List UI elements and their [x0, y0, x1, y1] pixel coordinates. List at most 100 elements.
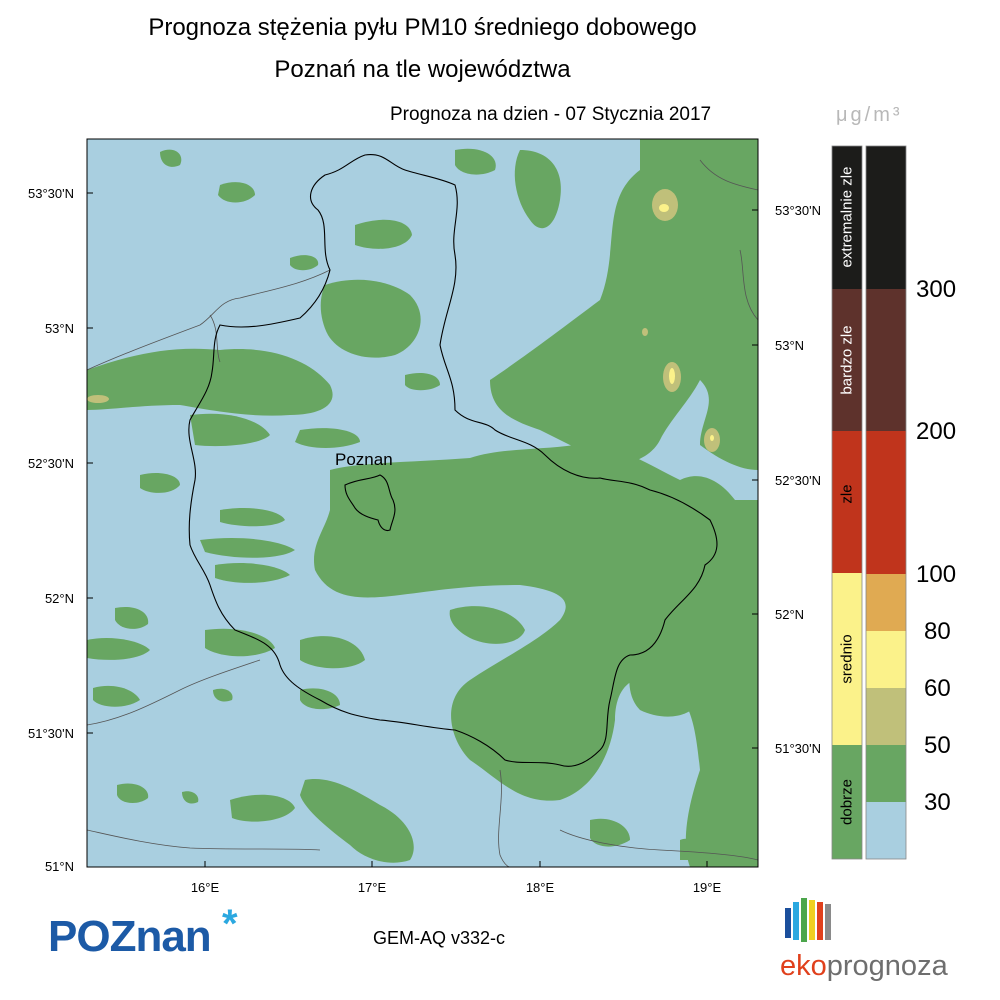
lat-label: 53°30'N — [28, 186, 74, 201]
eko-text: eko — [780, 950, 827, 982]
area-good — [200, 538, 295, 558]
area-good — [514, 150, 561, 229]
area-good — [629, 668, 700, 717]
lat-label: 53°N — [775, 338, 805, 353]
legend-cat-extremalnie-zle — [832, 146, 862, 289]
legend-cat-label: extremalnie zle — [838, 166, 856, 268]
area-good — [215, 563, 290, 583]
area-good — [182, 791, 199, 804]
legend-bin-0-30 — [866, 802, 906, 859]
ekoprognoza-logo-icon — [785, 898, 831, 942]
area-good — [300, 779, 414, 863]
lon-label: 16°E — [190, 880, 220, 895]
map-title: Prognoza stężenia pyłu PM10 średniego do… — [148, 14, 697, 41]
lat-label: 53°N — [44, 321, 74, 336]
legend-cat-label: zle — [838, 484, 856, 504]
legend-bin-100-200 — [866, 431, 906, 574]
lat-label: 52°30'N — [28, 456, 74, 471]
lat-label: 53°30'N — [775, 203, 821, 218]
area-medium-low — [642, 328, 648, 336]
area-good — [140, 473, 180, 493]
area-good — [87, 638, 150, 660]
area-medium — [659, 204, 669, 212]
legend-unit: μg/m³ — [836, 104, 903, 126]
legend-threshold: 300 — [916, 276, 957, 303]
legend-bins-bar — [865, 145, 907, 860]
voivodeship-border — [188, 154, 718, 767]
area-medium-low — [87, 395, 109, 403]
model-version: GEM-AQ v332-c — [373, 928, 506, 948]
legend-threshold: 200 — [916, 418, 957, 445]
area-good — [449, 606, 525, 644]
legend-bin-80-100 — [866, 574, 906, 631]
legend-threshold: 100 — [916, 561, 957, 588]
area-good — [355, 219, 412, 249]
area-good — [93, 685, 140, 707]
prognoza-text: prognoza — [826, 950, 948, 982]
area-good — [218, 182, 255, 203]
poznan-logo-star-icon: * — [222, 902, 238, 946]
lat-label: 52°N — [775, 607, 805, 622]
lon-label: 18°E — [525, 880, 555, 895]
area-good — [190, 413, 270, 447]
area-good — [230, 794, 295, 822]
legend-cat-srednio — [832, 573, 862, 745]
area-good — [117, 783, 149, 804]
legend-bin-30-50 — [866, 745, 906, 802]
lon-label: 17°E — [357, 880, 387, 895]
region-borders — [87, 159, 758, 867]
ekoprognoza-logo: ekoprognoza — [780, 950, 948, 983]
area-good — [115, 606, 149, 629]
legend-cat-dobrze — [832, 745, 862, 859]
forecast-date: Prognoza na dzien - 07 Stycznia 2017 — [390, 104, 712, 125]
lat-label: 51°30'N — [775, 741, 821, 756]
area-good — [590, 818, 630, 847]
poznan-logo: POZnan — [48, 912, 212, 961]
area-good — [213, 688, 233, 702]
area-good — [405, 373, 440, 391]
legend-cat-zle — [832, 431, 862, 573]
lat-label: 52°30'N — [775, 473, 821, 488]
legend-cat-label: bardzo zle — [838, 325, 856, 395]
map-subtitle: Poznań na tle województwa — [274, 56, 571, 83]
map-frame — [86, 138, 759, 868]
area-good — [220, 508, 285, 527]
concentration-areas — [87, 139, 758, 867]
area-good — [490, 148, 758, 470]
legend-threshold: 80 — [924, 618, 951, 645]
area-good — [313, 444, 758, 867]
legend-category-bar — [831, 145, 863, 860]
area-good — [205, 628, 275, 657]
area-good — [455, 148, 496, 175]
area-good — [700, 793, 745, 817]
area-good — [295, 428, 360, 448]
area-good — [320, 279, 421, 358]
legend-cat-label: srednio — [838, 634, 856, 684]
area-good — [680, 838, 699, 860]
area-medium — [669, 368, 675, 384]
axis-ticks — [87, 192, 758, 867]
legend-bin-200-300 — [866, 289, 906, 431]
legend-threshold: 60 — [924, 675, 951, 702]
area-good — [300, 636, 365, 669]
area-good — [588, 579, 617, 620]
legend-cat-bardzo-zle — [832, 289, 862, 431]
area-good — [300, 688, 340, 710]
lat-label: 51°30'N — [28, 726, 74, 741]
lat-label: 51°N — [44, 859, 74, 874]
legend-bin-60-80 — [866, 631, 906, 688]
area-good — [160, 149, 182, 167]
legend-bin-300plus — [866, 146, 906, 289]
legend-bin-50-60 — [866, 688, 906, 745]
area-good — [290, 255, 319, 271]
poznan-city-border — [344, 474, 396, 532]
area-medium — [710, 435, 714, 441]
area-good — [700, 292, 758, 420]
lat-label: 52°N — [44, 591, 74, 606]
legend-threshold: 50 — [924, 732, 951, 759]
legend-threshold: 30 — [924, 789, 951, 816]
city-label-poznan: Poznan — [335, 450, 393, 469]
lon-label: 19°E — [692, 880, 722, 895]
legend-cat-label: dobrze — [838, 779, 856, 825]
